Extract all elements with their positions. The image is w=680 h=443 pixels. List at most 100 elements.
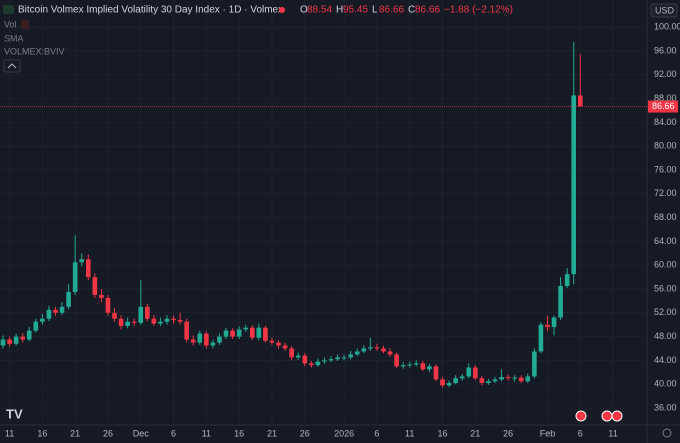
candle-body xyxy=(361,348,367,352)
ohlc-value: 95.45 xyxy=(343,5,368,16)
collapse-button[interactable] xyxy=(3,59,21,73)
currency-box[interactable] xyxy=(650,3,678,18)
indicator[interactable]: SMA xyxy=(4,33,24,43)
candle-body xyxy=(348,354,353,358)
candle-body xyxy=(322,360,327,362)
candle-body xyxy=(184,321,189,340)
last-price-label: 86.66 xyxy=(652,101,675,111)
candle-body xyxy=(99,294,104,298)
candle-body xyxy=(538,324,544,352)
candle-body xyxy=(295,355,301,358)
candle-body xyxy=(309,363,314,366)
y-tick-label: 84.00 xyxy=(654,117,677,127)
candle-body xyxy=(577,95,583,107)
y-tick-label: 48.00 xyxy=(654,331,677,341)
candle-body xyxy=(354,351,360,355)
candle-body xyxy=(328,359,334,361)
candle-body xyxy=(459,376,465,379)
candle-body xyxy=(453,378,458,383)
y-tick-label: 44.00 xyxy=(654,355,677,365)
candle-body xyxy=(499,377,504,380)
candle-body xyxy=(440,379,445,386)
y-tick-label: 92.00 xyxy=(654,69,677,79)
candle-body xyxy=(374,347,380,349)
candle-body xyxy=(197,333,203,343)
title: Bitcoin Volmex Implied Volatility 30 Day… xyxy=(18,5,283,16)
candle-body xyxy=(177,319,183,322)
candle-body xyxy=(564,274,570,287)
candle-body xyxy=(26,330,32,340)
ohlc-label: L xyxy=(372,5,378,16)
candle-body xyxy=(289,348,294,358)
plot xyxy=(0,42,647,388)
candle-body xyxy=(118,318,124,326)
ohlc-value: 86.66 xyxy=(415,5,440,16)
y-tick-label: 36.00 xyxy=(654,402,677,412)
currency: USD xyxy=(655,5,675,15)
y-tick-label: 88.00 xyxy=(654,93,677,103)
candle-body xyxy=(112,312,117,319)
candle-body xyxy=(66,291,71,307)
x-tick-label: Feb xyxy=(540,428,556,438)
candle-body xyxy=(145,306,150,319)
candle-body xyxy=(413,363,419,365)
x-tick-label: 6 xyxy=(374,428,379,438)
y-tick-label: 40.00 xyxy=(654,379,677,389)
candle-body xyxy=(85,259,91,278)
candle-body xyxy=(40,318,45,322)
candle-body xyxy=(315,361,321,366)
x-tick-label: 26 xyxy=(503,428,513,438)
x-tick-label: 21 xyxy=(267,428,277,438)
event-icon[interactable] xyxy=(575,410,587,422)
candle-body xyxy=(341,357,347,359)
symbol-icon xyxy=(3,5,14,14)
x-tick-label: 11 xyxy=(5,428,14,438)
candle-body xyxy=(335,357,340,360)
candle-body xyxy=(190,339,196,343)
x-tick-label: 21 xyxy=(70,428,80,438)
candle-body xyxy=(263,327,268,341)
candle-body xyxy=(518,377,524,382)
candle-body xyxy=(210,342,216,346)
candle-body xyxy=(171,318,176,320)
x-tick-label: 11 xyxy=(608,428,617,438)
candle-body xyxy=(558,286,563,318)
candle-body xyxy=(387,351,393,355)
candle-body xyxy=(217,336,222,343)
candle-body xyxy=(486,381,491,383)
logo: TV xyxy=(6,406,23,421)
y-tick-label: 60.00 xyxy=(654,260,677,270)
y-tick-label: 52.00 xyxy=(654,307,677,317)
candle-body xyxy=(131,321,137,323)
x-tick-label: 26 xyxy=(103,428,113,438)
candle-body xyxy=(368,347,373,349)
y-tick-label: 80.00 xyxy=(654,141,677,151)
candle-body xyxy=(420,363,426,370)
candle-body xyxy=(532,351,537,377)
event-icon[interactable] xyxy=(601,410,613,422)
candle-body xyxy=(551,317,557,328)
x-tick-label: 16 xyxy=(234,428,244,438)
collapse-icon xyxy=(7,63,17,69)
candle-body xyxy=(446,382,452,386)
candle-body xyxy=(473,367,478,379)
candle-body xyxy=(0,339,6,346)
candle-body xyxy=(59,306,65,313)
settings-icon[interactable] xyxy=(662,428,672,438)
candle-body xyxy=(151,318,157,324)
candle-body xyxy=(164,318,170,322)
candle-body xyxy=(269,340,275,343)
candle-body xyxy=(433,366,439,380)
x-tick-label: 6 xyxy=(171,428,176,438)
y-tick-label: 72.00 xyxy=(654,188,677,198)
candle-body xyxy=(249,327,255,338)
candle-body xyxy=(158,321,163,324)
event-icon[interactable] xyxy=(611,410,623,422)
indicator[interactable]: VOLMEX:BVIV xyxy=(4,46,65,56)
status-dot xyxy=(279,7,285,13)
y-tick-label: 100.00 xyxy=(654,22,680,32)
indicator[interactable]: Vol xyxy=(4,19,17,29)
candle-body xyxy=(20,336,25,340)
